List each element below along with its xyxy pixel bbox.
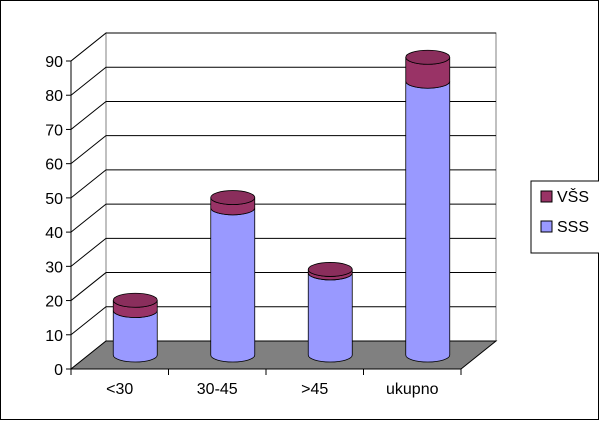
bar-sss-30-45	[210, 207, 256, 363]
bar-top-cap-lt30	[112, 292, 158, 308]
gridline	[70, 237, 496, 267]
y-tick-label: 70	[45, 122, 63, 139]
y-tick-label: 0	[54, 362, 63, 379]
legend-swatch-vss	[540, 190, 553, 203]
legend-label-vss: VŠS	[557, 187, 589, 206]
gridline	[70, 306, 496, 336]
legend: VŠS SSS	[530, 180, 599, 254]
axes	[66, 60, 462, 375]
bars	[112, 49, 451, 363]
bar-sss-gt45	[307, 272, 353, 363]
y-tick-label: 60	[45, 157, 63, 174]
y-tick-label: 80	[45, 88, 63, 105]
gridline	[70, 135, 496, 165]
x-tick-label: ukupno	[386, 381, 439, 398]
gridline	[70, 272, 496, 301]
bar-top-cap-30-45	[210, 190, 256, 205]
side-wall	[70, 31, 107, 371]
y-tick-label: 30	[45, 259, 63, 276]
y-tick-label: 20	[45, 294, 63, 311]
legend-label-sss: SSS	[557, 219, 589, 236]
y-tick-label: 10	[45, 328, 63, 345]
x-tick-label: >45	[301, 381, 328, 398]
bar-group-ukupno	[405, 49, 451, 363]
gridline	[70, 100, 496, 130]
bar-sss-lt30	[112, 310, 158, 363]
y-tick-label: 50	[45, 191, 63, 208]
bar-top-cap-gt45	[307, 262, 353, 277]
legend-swatch-sss	[540, 220, 553, 233]
x-tick-label: 30-45	[197, 381, 238, 398]
bar-sss-ukupno	[405, 81, 451, 363]
bar-top-cap-ukupno	[405, 49, 451, 65]
y-tick-label: 40	[45, 225, 63, 242]
gridline	[70, 169, 496, 199]
gridline	[70, 32, 496, 62]
bar-group-30-45	[210, 190, 256, 363]
x-tick-labels: <30 30-45 >45 ukupno	[106, 381, 438, 398]
gridline	[70, 66, 496, 96]
x-tick-label: <30	[106, 381, 133, 398]
y-tick-labels: 0 10 20 30 40 50 60 70 80 90	[45, 54, 63, 379]
gridline	[70, 203, 496, 233]
y-tick-label: 90	[45, 54, 63, 71]
gridlines	[70, 32, 496, 336]
bar-group-gt45	[307, 262, 353, 363]
bar-group-lt30	[112, 292, 158, 363]
